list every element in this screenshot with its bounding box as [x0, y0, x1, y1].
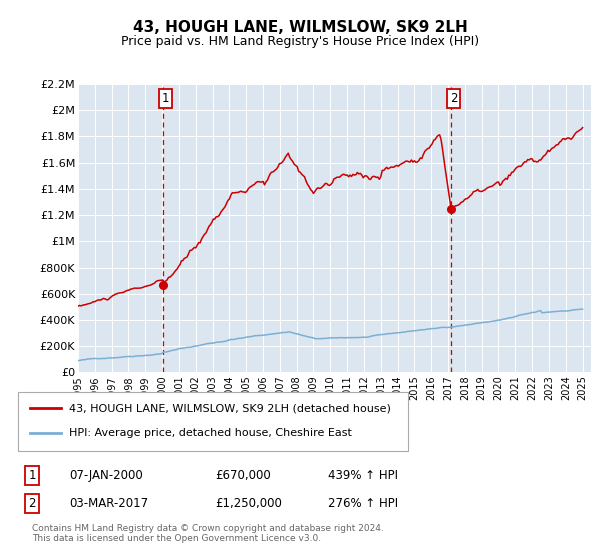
Text: 1: 1 — [28, 469, 36, 482]
Text: 03-MAR-2017: 03-MAR-2017 — [69, 497, 148, 510]
Text: £1,250,000: £1,250,000 — [215, 497, 282, 510]
Text: 2: 2 — [449, 92, 457, 105]
Text: 43, HOUGH LANE, WILMSLOW, SK9 2LH: 43, HOUGH LANE, WILMSLOW, SK9 2LH — [133, 20, 467, 35]
FancyBboxPatch shape — [18, 392, 408, 451]
Text: 439% ↑ HPI: 439% ↑ HPI — [328, 469, 398, 482]
Text: 07-JAN-2000: 07-JAN-2000 — [69, 469, 143, 482]
Text: HPI: Average price, detached house, Cheshire East: HPI: Average price, detached house, Ches… — [69, 428, 352, 438]
Text: 276% ↑ HPI: 276% ↑ HPI — [328, 497, 398, 510]
Text: 1: 1 — [161, 92, 169, 105]
Text: Contains HM Land Registry data © Crown copyright and database right 2024.
This d: Contains HM Land Registry data © Crown c… — [32, 524, 384, 543]
Text: Price paid vs. HM Land Registry's House Price Index (HPI): Price paid vs. HM Land Registry's House … — [121, 35, 479, 48]
Text: £670,000: £670,000 — [215, 469, 271, 482]
Text: 2: 2 — [28, 497, 36, 510]
Text: 43, HOUGH LANE, WILMSLOW, SK9 2LH (detached house): 43, HOUGH LANE, WILMSLOW, SK9 2LH (detac… — [69, 403, 391, 413]
